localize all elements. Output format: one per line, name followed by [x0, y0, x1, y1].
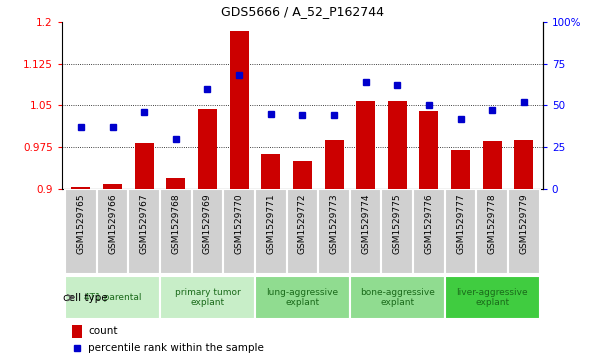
Bar — [445, 189, 476, 274]
Bar — [230, 31, 248, 189]
Bar — [419, 111, 438, 189]
Bar — [129, 189, 160, 274]
Bar — [97, 189, 129, 274]
Bar — [261, 154, 280, 189]
Text: GSM1529767: GSM1529767 — [140, 193, 149, 254]
Bar — [287, 189, 318, 274]
Text: cell type: cell type — [63, 293, 107, 303]
Bar — [445, 277, 540, 319]
Text: GSM1529777: GSM1529777 — [456, 193, 465, 254]
Bar — [382, 189, 413, 274]
Bar — [508, 189, 540, 274]
Bar — [71, 325, 82, 338]
Text: GSM1529774: GSM1529774 — [361, 193, 370, 253]
Text: GSM1529778: GSM1529778 — [488, 193, 497, 254]
Bar — [160, 277, 255, 319]
Text: lung-aggressive
explant: lung-aggressive explant — [266, 288, 339, 307]
Text: GSM1529771: GSM1529771 — [266, 193, 276, 254]
Text: GSM1529765: GSM1529765 — [77, 193, 86, 254]
Text: GSM1529770: GSM1529770 — [235, 193, 244, 254]
Bar — [514, 140, 533, 189]
Text: GSM1529766: GSM1529766 — [108, 193, 117, 254]
Text: GSM1529773: GSM1529773 — [329, 193, 339, 254]
Bar — [192, 189, 223, 274]
Text: GSM1529772: GSM1529772 — [298, 193, 307, 253]
Bar — [388, 101, 407, 189]
Text: GSM1529779: GSM1529779 — [519, 193, 528, 254]
Bar — [65, 189, 97, 274]
Bar — [293, 161, 312, 189]
Bar — [350, 189, 382, 274]
Bar — [255, 277, 350, 319]
Bar — [476, 189, 508, 274]
Title: GDS5666 / A_52_P162744: GDS5666 / A_52_P162744 — [221, 5, 384, 18]
Text: percentile rank within the sample: percentile rank within the sample — [88, 343, 264, 353]
Text: GSM1529768: GSM1529768 — [171, 193, 181, 254]
Bar — [356, 101, 375, 189]
Text: liver-aggressive
explant: liver-aggressive explant — [457, 288, 528, 307]
Bar — [324, 140, 343, 189]
Bar — [318, 189, 350, 274]
Bar — [160, 189, 192, 274]
Bar — [71, 187, 90, 189]
Text: count: count — [88, 326, 118, 336]
Bar — [103, 184, 122, 189]
Text: GSM1529775: GSM1529775 — [393, 193, 402, 254]
Bar — [483, 142, 501, 189]
Bar — [135, 143, 153, 189]
Bar — [166, 178, 185, 189]
Text: primary tumor
explant: primary tumor explant — [175, 288, 240, 307]
Bar — [413, 189, 445, 274]
Text: bone-aggressive
explant: bone-aggressive explant — [360, 288, 435, 307]
Text: GSM1529769: GSM1529769 — [203, 193, 212, 254]
Bar — [223, 189, 255, 274]
Text: GSM1529776: GSM1529776 — [424, 193, 434, 254]
Bar — [255, 189, 287, 274]
Text: 4T1 parental: 4T1 parental — [84, 293, 142, 302]
Bar — [198, 109, 217, 189]
Bar — [451, 150, 470, 189]
Bar — [65, 277, 160, 319]
Bar — [350, 277, 445, 319]
